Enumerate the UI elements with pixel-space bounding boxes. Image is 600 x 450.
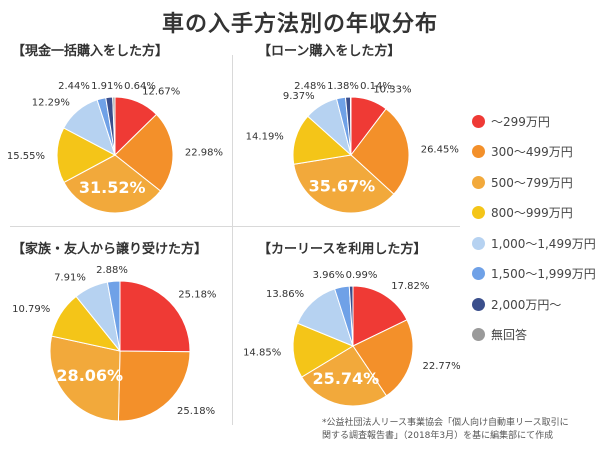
legend-swatch <box>472 267 485 280</box>
slice-label: 0.14% <box>360 81 392 92</box>
legend: ～299万円 300～499万円 500～799万円 800～999万円 1,0… <box>472 112 600 356</box>
vertical-divider <box>232 55 233 425</box>
slice-label: 17.82% <box>391 281 429 292</box>
legend-item: 1,500～1,999万円 <box>472 265 600 283</box>
legend-label: 300～499万円 <box>491 145 573 159</box>
pie-slice <box>352 285 408 347</box>
pie-slice <box>106 280 121 352</box>
pie-slice <box>56 127 117 184</box>
slice-label: 9.37% <box>283 91 315 102</box>
slice-label: 10.33% <box>373 85 411 96</box>
slice-label: 1.91% <box>91 81 123 92</box>
source-note-line: 関する調査報告書」（2018年3月）を基に編集部にて作成 <box>322 431 554 441</box>
slice-label: 7.91% <box>54 272 86 283</box>
slice-label: 14.85% <box>243 348 281 359</box>
slice-label: 25.18% <box>177 406 215 417</box>
legend-swatch <box>472 236 485 250</box>
slice-label: 0.99% <box>346 270 378 281</box>
pie-slice <box>119 280 191 353</box>
slice-label: 22.98% <box>185 147 223 158</box>
pie-slice <box>352 319 414 397</box>
slice-label: 2.44% <box>58 81 90 92</box>
slice-label: 3.96% <box>313 270 345 281</box>
slice-label: 13.86% <box>266 289 304 300</box>
pie-slice <box>292 115 353 165</box>
slice-label: 12.67% <box>142 86 180 97</box>
legend-item: 1,000～1,499万円 <box>472 234 600 252</box>
source-note-line: *公益社団法人リース事業協会「個人向け自動車リース取引に <box>322 418 569 428</box>
horizontal-divider <box>10 226 460 227</box>
slice-label: 10.79% <box>12 304 50 315</box>
pie-slice <box>293 154 395 214</box>
legend-label: 1,000～1,499万円 <box>491 236 596 251</box>
slice-label: 25.18% <box>178 289 216 300</box>
legend-label: 800～999万円 <box>491 206 573 220</box>
legend-swatch <box>472 175 485 189</box>
slice-label: 2.48% <box>294 81 326 92</box>
legend-item: 無回答 <box>472 326 600 344</box>
slice-label: 28.06% <box>56 366 123 385</box>
slice-label: 22.77% <box>422 361 460 372</box>
legend-label: 500～799万円 <box>491 175 573 190</box>
pie-chart-cash: 12.67% 22.98% 31.52% 15.55% 12.29% 2.44% 1.91%… <box>7 81 223 214</box>
pie-chart-lease: 17.82% 22.77% 25.74% 14.85% 13.86% 3.96% 0.99% <box>243 270 461 407</box>
legend-label: ～299万円 <box>491 114 550 129</box>
pie-slice <box>292 322 355 378</box>
pie-slice <box>300 345 388 407</box>
legend-item: ～299万円 <box>472 112 600 130</box>
legend-item: 300～499万円 <box>472 143 600 161</box>
legend-swatch <box>472 328 485 341</box>
legend-swatch <box>472 297 485 311</box>
legend-swatch <box>472 145 485 158</box>
slice-label: 26.45% <box>421 145 459 156</box>
legend-label: 無回答 <box>491 328 528 342</box>
slice-label: 31.52% <box>79 178 146 197</box>
pie-slice <box>117 350 191 422</box>
slice-label: 25.74% <box>313 369 380 388</box>
pie-slice <box>49 335 121 422</box>
legend-swatch <box>472 114 485 128</box>
pie-slice <box>114 113 174 192</box>
pie-slice <box>350 108 410 195</box>
slice-label: 14.19% <box>246 131 284 142</box>
panel-title-family: 【家族・友人から譲り受けた方】 <box>12 242 208 257</box>
pie-slice <box>112 96 116 156</box>
slice-label: 0.64% <box>124 81 156 92</box>
slice-label: 1.38% <box>327 81 359 92</box>
pie-slice <box>349 96 352 156</box>
legend-label: 2,000万円～ <box>491 297 562 312</box>
pie-slice <box>348 285 354 347</box>
panel-title-lease: 【カーリースを利用した方】 <box>258 242 427 257</box>
slice-label: 12.29% <box>32 97 70 108</box>
legend-swatch <box>472 206 485 219</box>
legend-item: 800～999万円 <box>472 204 600 222</box>
panel-title-cash: 【現金一括購入をした方】 <box>12 44 169 59</box>
legend-item: 2,000万円～ <box>472 295 600 313</box>
slice-label: 35.67% <box>309 177 376 196</box>
slice-label: 2.88% <box>96 265 128 276</box>
pie-chart-family: 25.18% 25.18% 28.06% 10.79% 7.91% 2.88% <box>12 265 216 422</box>
legend-item: 500～799万円 <box>472 173 600 191</box>
slice-label: 15.55% <box>7 151 45 162</box>
panel-title-loan: 【ローン購入をした方】 <box>258 44 401 59</box>
source-note: *公益社団法人リース事業協会「個人向け自動車リース取引に 関する調査報告書」（2… <box>322 417 597 443</box>
pie-chart-loan: 10.33% 26.45% 35.67% 14.19% 9.37%2.48% 1.38% 0… <box>246 81 459 214</box>
legend-label: 1,500～1,999万円 <box>491 267 596 281</box>
chart-title: 車の入手方法別の年収分布 <box>161 12 438 37</box>
